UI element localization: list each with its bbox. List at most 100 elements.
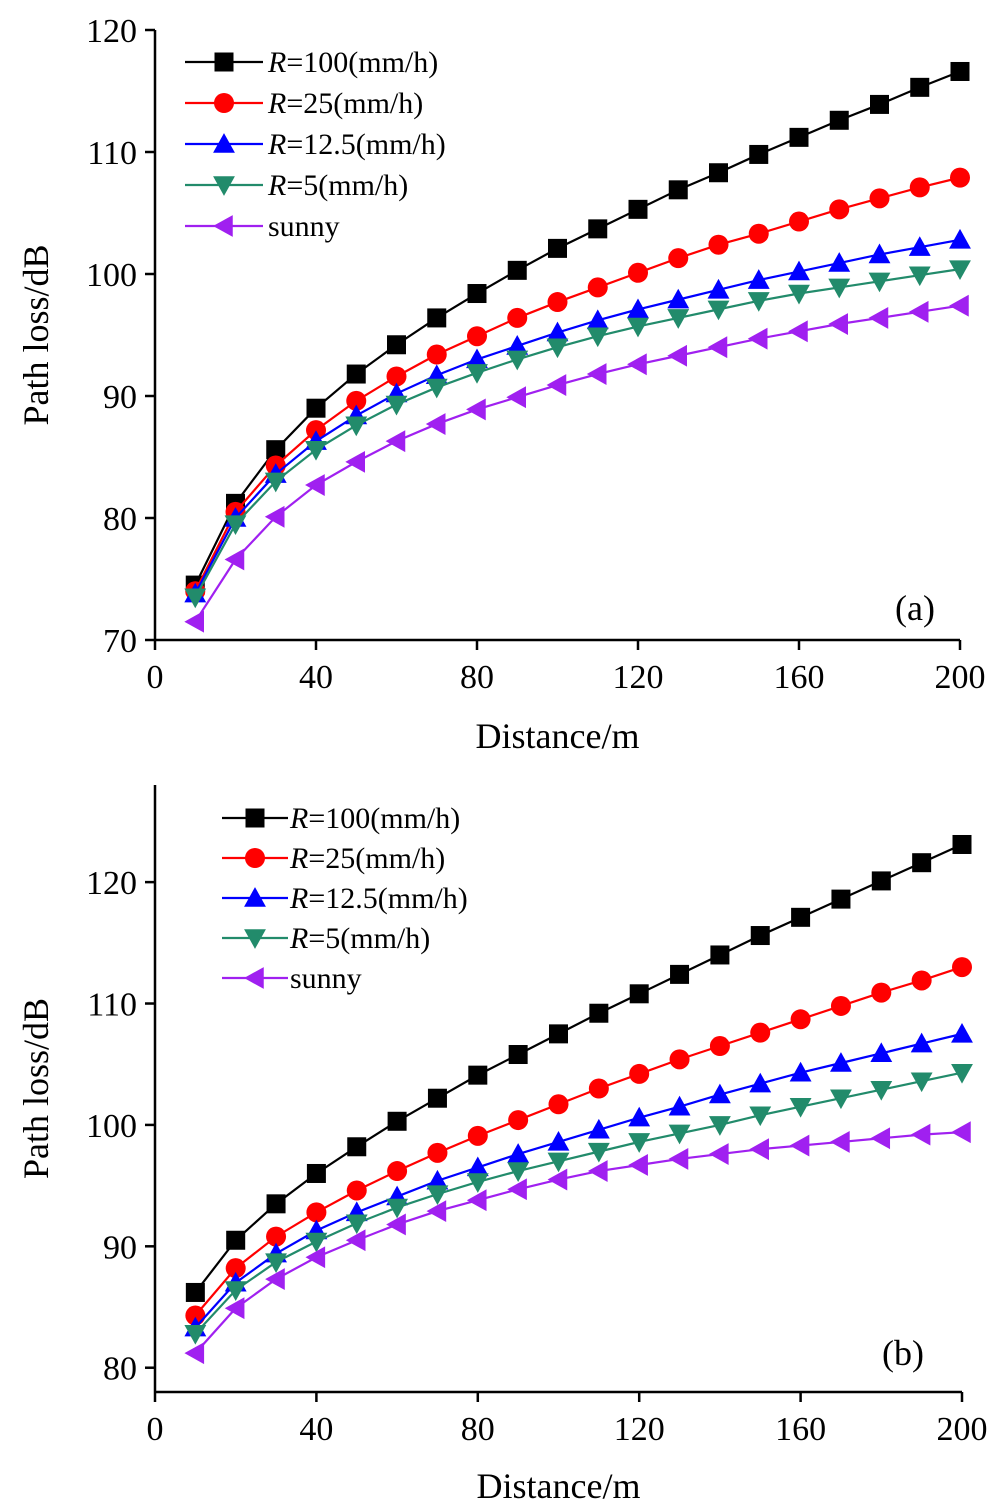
data-point <box>869 188 890 209</box>
data-point <box>386 1198 409 1219</box>
legend-label-italic: R <box>289 802 308 835</box>
data-point <box>790 1009 811 1030</box>
data-point <box>426 1185 449 1206</box>
y-tick-label: 80 <box>103 501 137 538</box>
data-point <box>868 272 891 293</box>
data-point <box>468 1065 488 1085</box>
y-tick-label: 70 <box>103 623 137 660</box>
data-point <box>226 1230 246 1250</box>
data-point <box>467 284 487 304</box>
x-tick-label: 80 <box>461 1411 495 1448</box>
data-point <box>508 1045 528 1065</box>
y-tick-label: 90 <box>103 1229 137 1266</box>
data-point <box>306 420 326 441</box>
legend-label-italic: R <box>289 882 308 915</box>
data-point <box>828 278 851 299</box>
data-point <box>629 984 649 1004</box>
data-point <box>427 1088 447 1108</box>
data-point <box>306 1163 326 1183</box>
data-point <box>949 228 971 249</box>
data-point <box>224 1297 245 1320</box>
data-point <box>868 306 889 329</box>
data-point <box>547 1152 570 1173</box>
data-point <box>708 1116 731 1136</box>
data-point <box>547 292 568 313</box>
data-point <box>830 995 851 1016</box>
data-point <box>830 1052 852 1072</box>
x-tick-label: 160 <box>775 1411 826 1448</box>
x-tick-label: 40 <box>299 659 333 696</box>
data-point <box>587 1142 610 1163</box>
data-point <box>466 1156 489 1177</box>
series-line <box>194 304 961 623</box>
data-point <box>668 1095 691 1116</box>
legend-label: R=12.5(mm/h) <box>267 128 446 161</box>
data-point <box>427 1142 448 1163</box>
x-tick-label: 200 <box>937 1411 988 1448</box>
legend-item: R=12.5(mm/h) <box>185 128 446 161</box>
data-point <box>385 395 408 416</box>
data-point <box>589 1003 609 1023</box>
data-point <box>789 1061 812 1082</box>
data-point <box>949 294 969 317</box>
data-point <box>912 853 932 873</box>
x-tick-label: 40 <box>299 1411 333 1448</box>
y-tick-label: 120 <box>86 13 137 50</box>
data-point <box>586 309 609 330</box>
data-point <box>466 1189 487 1212</box>
legend-label-italic: R <box>267 46 286 79</box>
data-point <box>951 1022 973 1043</box>
legend-label: R=25(mm/h) <box>289 842 445 875</box>
legend-item: R=12.5(mm/h) <box>222 882 468 915</box>
data-point <box>306 1202 327 1223</box>
legend-item: sunny <box>222 962 362 995</box>
data-point <box>628 1133 651 1153</box>
data-point <box>748 223 769 244</box>
data-point <box>830 1130 850 1153</box>
data-point <box>750 1022 771 1043</box>
data-point <box>668 180 688 200</box>
series-0 <box>185 834 972 1302</box>
series-2 <box>184 1022 973 1337</box>
data-point <box>628 1106 651 1127</box>
legend-label-rest: =12.5(mm/h) <box>286 128 445 161</box>
data-point <box>627 317 649 338</box>
data-point <box>587 277 608 298</box>
data-point <box>868 243 891 264</box>
data-point <box>507 260 527 280</box>
data-point <box>710 945 730 965</box>
data-point <box>385 430 406 453</box>
data-point <box>952 957 972 978</box>
x-tick-label: 200 <box>935 659 986 696</box>
data-point <box>908 300 929 323</box>
data-point <box>345 450 365 473</box>
data-point <box>910 1123 931 1146</box>
legend-marker <box>245 848 265 868</box>
data-point <box>347 1137 367 1157</box>
series-0 <box>185 61 970 595</box>
data-point <box>508 1110 529 1131</box>
data-point <box>346 364 366 384</box>
y-tick-label: 90 <box>103 379 137 416</box>
legend-label-italic: R <box>267 169 286 202</box>
y-tick-label: 80 <box>103 1351 137 1388</box>
x-axis-title: Distance/m <box>477 1466 641 1506</box>
legend-item: R=25(mm/h) <box>185 87 423 120</box>
data-point <box>548 1094 569 1115</box>
series-4 <box>184 1121 971 1365</box>
data-point <box>427 308 447 328</box>
data-point <box>346 390 367 411</box>
data-point <box>747 292 770 312</box>
data-point <box>747 269 770 289</box>
data-point <box>788 284 810 305</box>
data-point <box>749 1106 772 1127</box>
data-point <box>305 1232 328 1253</box>
x-tick-label: 80 <box>460 659 494 696</box>
data-point <box>184 1324 207 1345</box>
data-point <box>870 1042 893 1063</box>
data-point <box>587 1160 608 1182</box>
data-point <box>185 1282 205 1302</box>
legend-label: R=12.5(mm/h) <box>289 882 468 915</box>
series-line <box>194 1071 963 1335</box>
legend-marker <box>245 808 265 828</box>
